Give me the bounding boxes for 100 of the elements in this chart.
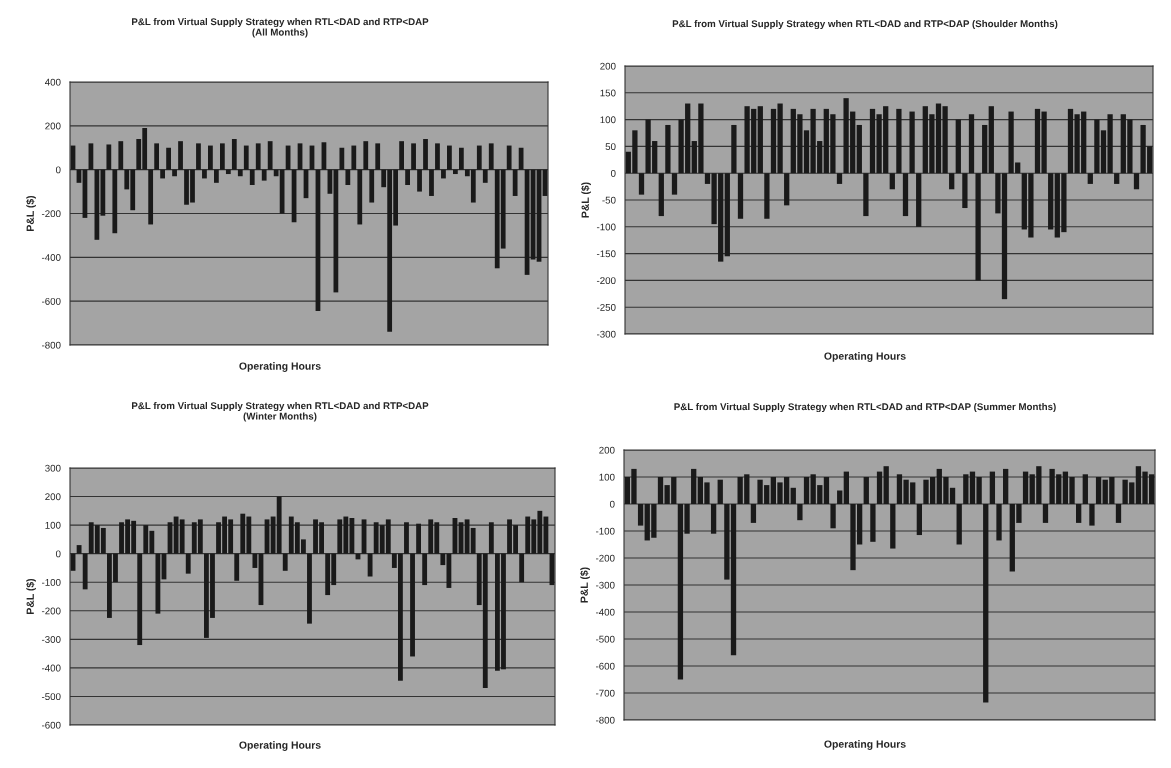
bar	[956, 504, 962, 545]
bar	[339, 147, 345, 170]
chart-title: P&L from Virtual Supply Strategy when RTL<DAD and RTP<DAP (Shoulder Months)	[672, 20, 1058, 30]
bar	[836, 173, 843, 184]
bar	[731, 124, 737, 174]
bar	[237, 169, 243, 177]
bar	[797, 504, 803, 521]
y-axis-title: P&L ($)	[581, 182, 591, 218]
y-tick-label: 200	[599, 446, 615, 454]
bar	[1076, 504, 1082, 523]
x-axis-title: Operating Hours	[239, 741, 321, 751]
bar	[975, 173, 981, 281]
bar	[963, 474, 969, 504]
bar	[983, 504, 989, 703]
bar	[1003, 468, 1009, 504]
bar	[658, 173, 664, 217]
bar	[154, 143, 160, 170]
bar	[710, 504, 717, 534]
bar	[106, 144, 112, 170]
bar	[968, 114, 975, 174]
bar	[488, 143, 494, 170]
bar	[441, 169, 446, 179]
y-tick-label: 50	[605, 143, 616, 151]
bar	[518, 147, 524, 170]
y-tick-label: -100	[595, 527, 615, 535]
bar	[691, 468, 697, 504]
y-tick-label: 200	[45, 122, 61, 130]
bar	[863, 477, 869, 504]
bar	[790, 487, 796, 504]
bar	[750, 504, 757, 523]
chart-title: P&L from Virtual Supply Strategy when RTL<DAD and RTP<DAP (All Months)	[132, 18, 429, 38]
bar	[252, 553, 258, 568]
y-tick-label: -250	[596, 303, 616, 311]
bar	[282, 553, 288, 571]
y-tick-label: 400	[44, 78, 61, 86]
bar	[411, 143, 416, 170]
bar	[1114, 173, 1120, 184]
bar	[784, 173, 790, 206]
bar	[231, 138, 237, 170]
y-tick-label: -600	[595, 662, 615, 670]
bar	[249, 169, 255, 186]
y-tick-label: -200	[41, 210, 61, 218]
y-tick-label: -150	[596, 250, 616, 258]
chart-title: P&L from Virtual Supply Strategy when RTL<DAD and RTP<DAP (Summer Months)	[674, 403, 1056, 413]
bar	[416, 523, 422, 554]
y-tick-label: -700	[595, 689, 615, 697]
bar	[202, 169, 207, 179]
bar	[837, 490, 843, 504]
bar	[902, 173, 909, 217]
bar	[890, 504, 896, 549]
bar	[916, 504, 923, 536]
bar	[1022, 471, 1029, 504]
bar	[225, 169, 231, 175]
y-axis-title: P&L ($)	[26, 578, 36, 614]
bar	[955, 119, 961, 174]
bar	[429, 169, 434, 196]
bar	[519, 553, 525, 583]
bar	[423, 138, 428, 170]
bar	[307, 553, 312, 624]
bar	[764, 173, 770, 219]
bar	[82, 553, 88, 590]
y-tick-label: -200	[41, 607, 61, 615]
y-tick-label: 200	[600, 62, 616, 70]
y-tick-label: -800	[595, 716, 615, 724]
bar	[717, 479, 723, 504]
y-tick-label: -100	[41, 578, 61, 586]
bar	[148, 169, 154, 225]
x-axis-title: Operating Hours	[824, 740, 906, 750]
bar	[178, 141, 183, 170]
bar	[363, 141, 369, 170]
y-tick-label: -400	[595, 608, 615, 616]
y-tick-label: -300	[596, 330, 616, 338]
bar	[989, 471, 996, 504]
y-tick-label: -300	[595, 581, 615, 589]
bar	[916, 173, 922, 227]
bar	[208, 145, 213, 170]
bar	[843, 471, 850, 504]
bar	[757, 106, 763, 174]
y-tick-label: -500	[595, 635, 615, 643]
x-axis-title: Operating Hours	[824, 352, 906, 362]
bar	[1133, 173, 1140, 190]
bar	[367, 553, 373, 577]
y-axis-title: P&L ($)	[580, 567, 590, 603]
y-tick-label: -800	[41, 341, 61, 349]
bar	[375, 143, 381, 170]
bar	[357, 169, 363, 225]
bar	[267, 141, 273, 170]
y-tick-label: -50	[602, 196, 616, 204]
bar	[870, 504, 876, 542]
bar	[803, 477, 810, 504]
bar	[219, 143, 225, 170]
y-tick-label: 0	[610, 169, 616, 177]
bar	[185, 553, 191, 574]
bar	[876, 471, 883, 504]
bar	[255, 143, 261, 170]
y-tick-label: 100	[599, 473, 615, 481]
bar	[1087, 173, 1093, 184]
bar	[996, 504, 1002, 541]
bar	[1095, 477, 1102, 504]
bar	[155, 553, 161, 614]
